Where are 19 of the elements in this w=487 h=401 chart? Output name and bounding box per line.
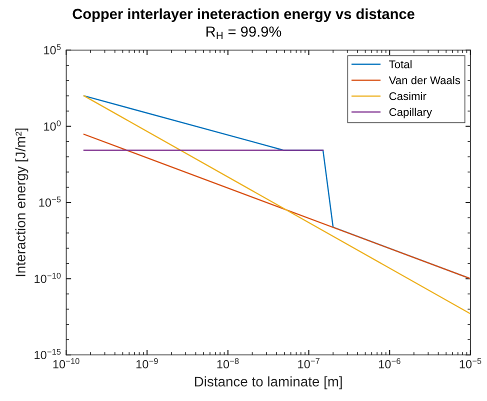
- x-tick-label: 10$^{−9}$: [136, 358, 158, 368]
- x-tick-label: 10$^{−6}$: [378, 358, 400, 368]
- y-axis-title: Interaction energy [J/m²]: [15, 128, 28, 276]
- chart-title: Copper interlayer ineteraction energy vs distance: [72, 8, 414, 22]
- y-tick-label: 10$^{5}$: [44, 44, 61, 54]
- y-tick-label: 10$^{−15}$: [34, 349, 61, 360]
- y-tick-label: 10$^{−10}$: [34, 272, 61, 284]
- chart-subtitle: R$_{H}$ = 99.9%: [206, 26, 282, 39]
- x-tick-label: 10$^{−7}$: [298, 358, 320, 368]
- x-tick-label: 10$^{−10}$: [53, 358, 80, 368]
- legend-label: Van der Waals: [388, 76, 460, 84]
- x-tick-label: 10$^{−8}$: [217, 358, 239, 368]
- legend-label: Casimir: [389, 92, 426, 100]
- x-axis-title: Distance to laminate [m]: [194, 376, 342, 390]
- x-tick-label: 10$^{−5}$: [460, 358, 482, 368]
- legend-label: Total: [389, 60, 412, 68]
- legend-label: Capillary: [389, 108, 432, 118]
- y-tick-label: 10$^{−5}$: [39, 196, 61, 207]
- y-tick-label: 10$^{0}$: [44, 120, 61, 131]
